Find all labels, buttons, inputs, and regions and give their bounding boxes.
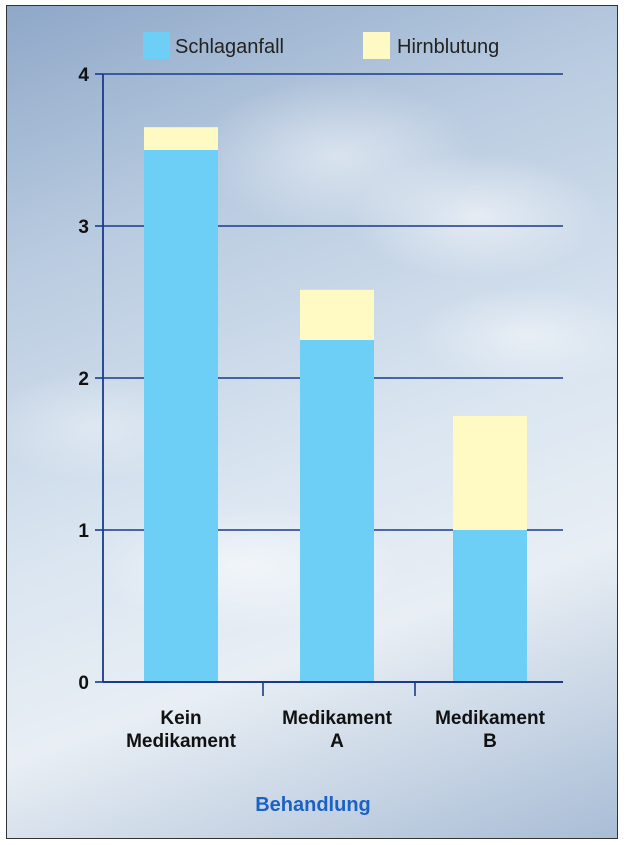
y-tick-label-0: 0: [78, 673, 89, 694]
bar-schlaganfall-1: [144, 150, 218, 682]
y-tick-label-2: 2: [78, 369, 89, 390]
x-category-label-1-line-2: Medikament: [126, 731, 236, 752]
bar-hirnblutung-2: [300, 289, 374, 340]
x-category-label-2-line-1: Medikament: [282, 708, 392, 729]
x-category-label-1-line-1: Kein: [160, 708, 201, 729]
bar-schlaganfall-2: [300, 340, 374, 682]
legend: Schlaganfall Hirnblutung: [143, 32, 499, 59]
y-tick-labels: 0 1 2 3 4: [78, 65, 89, 694]
legend-swatch-schlaganfall: [143, 32, 170, 59]
legend-label-schlaganfall: Schlaganfall: [175, 36, 284, 58]
legend-swatch-hirnblutung: [363, 32, 390, 59]
y-tick-label-1: 1: [78, 521, 89, 542]
legend-label-hirnblutung: Hirnblutung: [397, 36, 499, 58]
bar-hirnblutung-3: [453, 416, 527, 530]
x-axis-label: Behandlung: [255, 794, 371, 816]
x-category-label-2-line-2: A: [330, 731, 344, 752]
y-tick-label-4: 4: [78, 65, 89, 86]
bar-hirnblutung-1: [144, 127, 218, 150]
axes: [95, 73, 563, 696]
bar-schlaganfall-3: [453, 530, 527, 682]
x-category-label-3-line-1: Medikament: [435, 708, 545, 729]
y-tick-label-3: 3: [78, 217, 89, 238]
x-category-label-3-line-2: B: [483, 731, 497, 752]
bars: [144, 127, 527, 682]
